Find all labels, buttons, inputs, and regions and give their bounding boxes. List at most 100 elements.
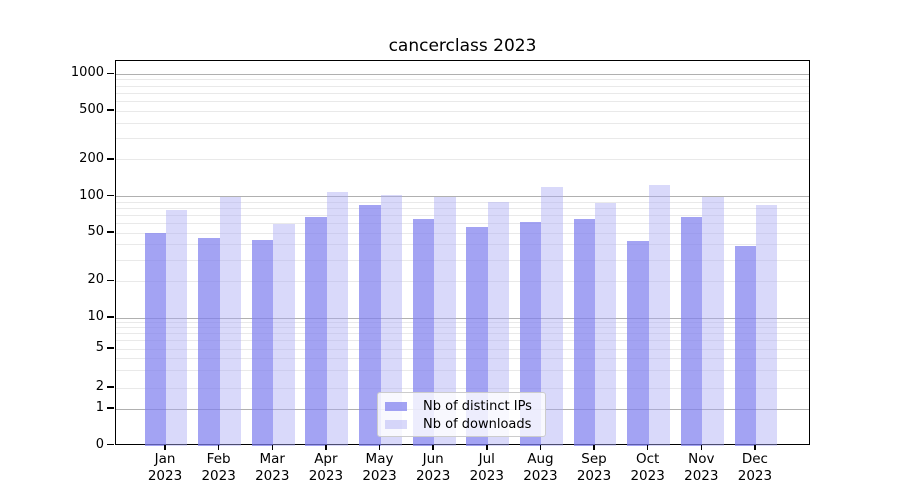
x-tick-month: Jan	[154, 451, 176, 467]
x-tick-mark	[217, 445, 220, 450]
bar-downloads	[648, 185, 671, 446]
minor-gridline	[116, 214, 809, 216]
x-tick-year: 2023	[630, 467, 665, 484]
minor-gridline	[116, 327, 809, 329]
minor-gridline	[116, 387, 809, 389]
y-tick-label: 200	[79, 150, 104, 166]
y-tick-label: 50	[87, 224, 104, 240]
x-tick-mark	[539, 445, 542, 450]
bar-distinct-ips	[734, 246, 756, 446]
y-tick-label: 500	[79, 102, 104, 118]
minor-gridline	[116, 92, 809, 94]
y-tick-mark	[107, 386, 114, 388]
minor-gridline	[116, 280, 809, 282]
minor-gridline	[116, 122, 809, 124]
y-tick-label: 1000	[70, 65, 104, 81]
x-tick-mark	[754, 445, 756, 450]
y-tick-mark	[107, 347, 114, 349]
y-tick-mark	[107, 443, 114, 446]
y-tick-mark	[107, 407, 114, 409]
x-tick-month: Oct	[635, 451, 660, 467]
x-tick-mark	[164, 445, 166, 450]
x-tick-mark	[432, 445, 434, 450]
x-tick-label: May 2023	[348, 451, 412, 484]
bar-downloads	[487, 202, 510, 446]
x-tick-label: Aug 2023	[508, 451, 572, 484]
x-tick-month: Feb	[206, 451, 231, 467]
bar-downloads	[166, 209, 188, 446]
y-tick-mark	[107, 231, 114, 233]
x-tick-year: 2023	[415, 467, 451, 484]
x-tick-year: 2023	[469, 467, 504, 484]
x-tick-label: Dec 2023	[723, 451, 787, 484]
x-tick-month: Mar	[259, 451, 285, 467]
bar-distinct-ips	[305, 217, 327, 446]
y-tick-label: 10	[87, 309, 104, 324]
bar-downloads	[595, 203, 617, 446]
y-tick-mark	[107, 72, 114, 75]
minor-gridline	[116, 348, 809, 350]
y-tick-label: 2	[95, 379, 104, 394]
x-tick-mark	[325, 445, 327, 450]
x-tick-month: Jul	[478, 451, 495, 467]
bar-distinct-ips	[466, 227, 488, 446]
minor-gridline	[116, 259, 809, 261]
x-tick-year: 2023	[737, 467, 773, 484]
bar-downloads	[434, 196, 456, 446]
minor-gridline	[116, 110, 809, 112]
bar-distinct-ips	[198, 237, 220, 446]
legend: Nb of distinct IPs Nb of downloads	[377, 392, 546, 437]
x-tick-year: 2023	[362, 467, 397, 484]
minor-gridline	[116, 333, 809, 335]
y-tick-label: 100	[79, 187, 104, 203]
legend-swatch-distinct-ips-icon	[385, 402, 407, 412]
chart-title: cancerclass 2023	[388, 36, 537, 56]
bar-distinct-ips	[144, 233, 166, 446]
x-tick-month: Aug	[527, 451, 554, 467]
bar-downloads	[219, 196, 242, 446]
y-tick-mark	[107, 109, 114, 111]
x-tick-month: May	[365, 451, 394, 467]
y-tick-mark	[107, 279, 114, 282]
x-tick-mark	[646, 445, 649, 450]
plot-area	[115, 60, 810, 446]
y-tick-mark	[107, 316, 114, 318]
bar-distinct-ips	[359, 204, 381, 446]
y-tick-label: 20	[87, 272, 104, 288]
x-tick-year: 2023	[684, 467, 719, 484]
legend-row-distinct-ips: Nb of distinct IPs	[385, 398, 537, 416]
minor-gridline	[116, 201, 809, 203]
minor-gridline	[116, 223, 809, 225]
x-tick-label: Oct 2023	[616, 451, 680, 484]
major-gridline	[116, 317, 809, 319]
y-tick-mark	[107, 158, 114, 160]
minor-gridline	[116, 85, 809, 87]
x-tick-year: 2023	[201, 467, 236, 484]
bar-distinct-ips	[520, 221, 542, 446]
minor-gridline	[116, 79, 809, 81]
x-tick-month: Nov	[688, 451, 715, 467]
legend-row-downloads: Nb of downloads	[385, 416, 537, 434]
bar-distinct-ips	[573, 219, 596, 446]
x-tick-mark	[378, 445, 381, 450]
x-tick-month: Sep	[581, 451, 607, 467]
x-tick-year: 2023	[147, 467, 183, 484]
x-tick-year: 2023	[523, 467, 558, 484]
bar-downloads	[380, 194, 402, 446]
major-gridline	[116, 73, 809, 75]
x-tick-year: 2023	[308, 467, 344, 484]
y-tick-mark	[107, 194, 114, 197]
x-tick-label: Sep 2023	[562, 451, 626, 484]
x-tick-label: Feb 2023	[187, 451, 251, 484]
x-tick-month: Dec	[741, 451, 768, 467]
bar-distinct-ips	[412, 219, 435, 446]
y-tick-label: 0	[95, 436, 104, 452]
legend-label-downloads: Nb of downloads	[423, 416, 532, 432]
minor-gridline	[116, 207, 809, 209]
bar-distinct-ips	[680, 217, 703, 446]
x-tick-month: Jun	[422, 451, 444, 467]
x-tick-label: Jun 2023	[401, 451, 465, 484]
x-tick-year: 2023	[255, 467, 290, 484]
minor-gridline	[116, 322, 809, 324]
